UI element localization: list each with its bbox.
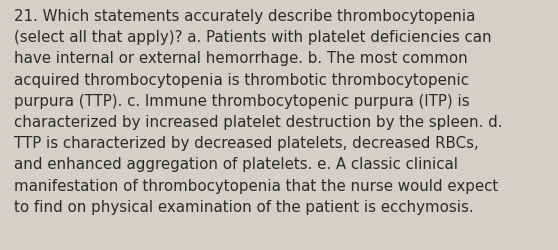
Text: 21. Which statements accurately describe thrombocytopenia
(select all that apply: 21. Which statements accurately describe… — [14, 9, 502, 214]
